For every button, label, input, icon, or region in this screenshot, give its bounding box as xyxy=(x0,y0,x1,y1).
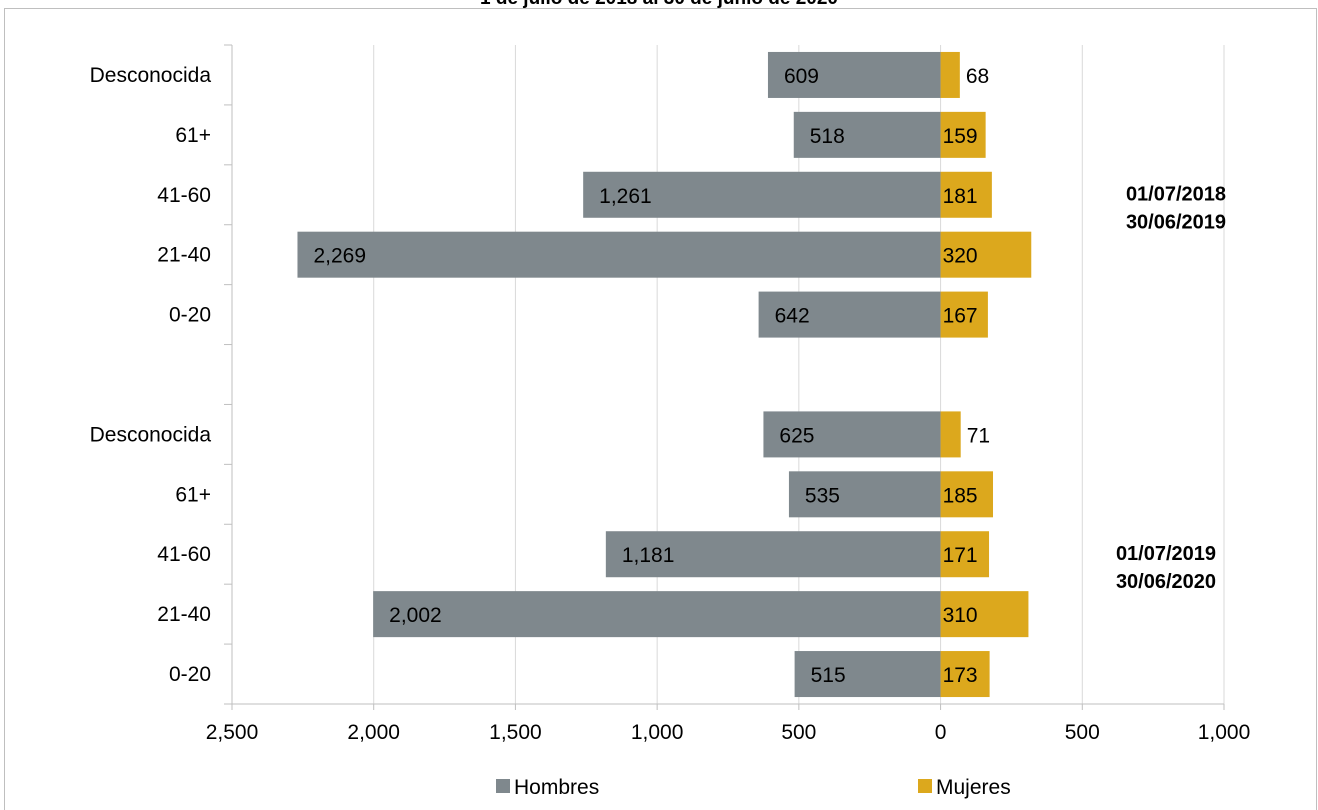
category-label-g0-2: 41-60 xyxy=(157,184,211,207)
category-label-g0-4: 0-20 xyxy=(169,304,211,327)
category-label-g0-0: Desconocida xyxy=(90,64,212,87)
bar-mujeres-g1-4 xyxy=(940,651,990,698)
bar-mujeres-g1-0 xyxy=(940,411,961,458)
bar-hombres-g0-1 xyxy=(793,111,941,158)
bar-label-hombres-g1-0: 625 xyxy=(779,424,814,447)
period-label-end-1: 30/06/2020 xyxy=(1116,571,1216,593)
bar-hombres-g0-2 xyxy=(583,171,941,218)
category-label-g0-3: 21-40 xyxy=(157,244,211,267)
chart-frame xyxy=(4,8,1317,810)
category-label-g1-2: 41-60 xyxy=(157,543,211,566)
period-label-end-0: 30/06/2019 xyxy=(1126,212,1226,234)
category-label-g1-0: Desconocida xyxy=(90,423,212,446)
bar-label-mujeres-g1-0: 71 xyxy=(967,424,990,447)
bar-hombres-g0-4 xyxy=(758,291,941,338)
x-tick-label-2: 1,500 xyxy=(489,721,542,744)
category-label-g0-1: 61+ xyxy=(175,124,211,147)
bar-hombres-g1-2 xyxy=(605,531,941,578)
x-tick-label-7: 1,000 xyxy=(1198,721,1251,744)
bar-label-hombres-g1-3: 2,002 xyxy=(389,604,442,627)
x-tick-label-4: 500 xyxy=(781,721,816,744)
bar-label-hombres-g1-2: 1,181 xyxy=(622,544,675,567)
bar-label-hombres-g0-4: 642 xyxy=(775,305,810,328)
bar-label-mujeres-g0-2: 181 xyxy=(943,185,978,208)
bar-mujeres-g1-3 xyxy=(940,591,1029,638)
x-tick-label-1: 2,000 xyxy=(347,721,400,744)
bar-mujeres-g0-3 xyxy=(940,231,1032,278)
bar-label-hombres-g0-2: 1,261 xyxy=(599,185,652,208)
legend-label-mujeres: Mujeres xyxy=(936,776,1011,799)
chart-title: 1 de julio de 2018 al 30 de junio de 202… xyxy=(0,0,1318,10)
legend-swatch-mujeres xyxy=(918,779,932,793)
bar-hombres-g0-0 xyxy=(767,51,941,98)
bar-label-mujeres-g0-3: 320 xyxy=(943,245,978,268)
bar-label-mujeres-g1-4: 173 xyxy=(943,664,978,687)
x-tick-label-3: 1,000 xyxy=(631,721,684,744)
period-label-start-1: 01/07/2019 xyxy=(1116,543,1216,565)
bar-label-hombres-g0-3: 2,269 xyxy=(313,245,366,268)
legend-swatch-hombres xyxy=(496,779,510,793)
category-label-g1-3: 21-40 xyxy=(157,603,211,626)
bar-label-hombres-g1-1: 535 xyxy=(805,484,840,507)
bar-label-mujeres-g0-0: 68 xyxy=(966,65,989,88)
bar-hombres-g1-1 xyxy=(788,471,941,518)
bar-mujeres-g0-1 xyxy=(940,111,986,158)
bar-label-hombres-g0-1: 518 xyxy=(810,125,845,148)
bar-hombres-g1-0 xyxy=(763,411,941,458)
bar-mujeres-g0-2 xyxy=(940,171,992,218)
x-tick-label-6: 500 xyxy=(1065,721,1100,744)
x-tick-label-5: 0 xyxy=(935,721,947,744)
bar-mujeres-g1-1 xyxy=(940,471,994,518)
x-tick-label-0: 2,500 xyxy=(206,721,259,744)
bar-hombres-g0-3 xyxy=(297,231,941,278)
bar-mujeres-g1-2 xyxy=(940,531,990,578)
bar-label-hombres-g1-4: 515 xyxy=(811,664,846,687)
category-label-g1-4: 0-20 xyxy=(169,663,211,686)
bar-label-mujeres-g0-4: 167 xyxy=(943,305,978,328)
legend-label-hombres: Hombres xyxy=(514,776,599,799)
bar-label-hombres-g0-0: 609 xyxy=(784,65,819,88)
bar-mujeres-g0-0 xyxy=(940,51,960,98)
bar-mujeres-g0-4 xyxy=(940,291,988,338)
bar-label-mujeres-g0-1: 159 xyxy=(943,125,978,148)
bar-label-mujeres-g1-2: 171 xyxy=(943,544,978,567)
bar-hombres-g1-4 xyxy=(794,651,941,698)
category-label-g1-1: 61+ xyxy=(175,483,211,506)
period-label-start-0: 01/07/2018 xyxy=(1126,184,1226,206)
bar-label-mujeres-g1-1: 185 xyxy=(943,484,978,507)
bar-label-mujeres-g1-3: 310 xyxy=(943,604,978,627)
bar-hombres-g1-3 xyxy=(373,591,941,638)
